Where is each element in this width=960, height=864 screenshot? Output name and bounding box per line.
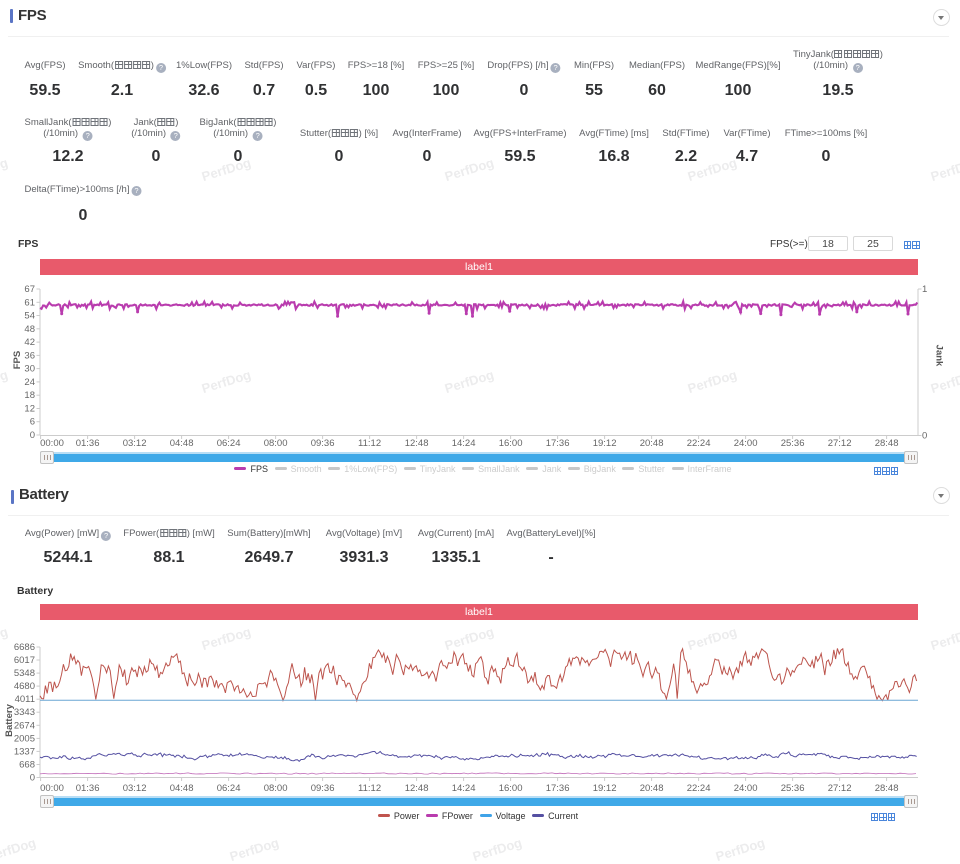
svg-text:FPS: FPS (12, 351, 23, 369)
svg-text:06:24: 06:24 (217, 438, 241, 449)
svg-text:28:48: 28:48 (875, 438, 899, 449)
svg-text:27:12: 27:12 (828, 438, 852, 449)
svg-text:00:00: 00:00 (40, 438, 64, 449)
svg-text:0: 0 (30, 430, 35, 441)
svg-text:4680: 4680 (14, 681, 35, 692)
svg-text:2005: 2005 (14, 733, 35, 744)
svg-text:1: 1 (922, 284, 927, 295)
svg-text:03:12: 03:12 (123, 783, 147, 794)
svg-text:09:36: 09:36 (311, 783, 335, 794)
svg-text:01:36: 01:36 (76, 783, 100, 794)
svg-text:6: 6 (30, 417, 35, 428)
svg-text:2674: 2674 (14, 720, 35, 731)
svg-text:24:00: 24:00 (734, 783, 758, 794)
svg-text:42: 42 (24, 337, 35, 348)
svg-text:14:24: 14:24 (452, 438, 476, 449)
svg-text:Jank: Jank (934, 345, 945, 367)
svg-text:06:24: 06:24 (217, 783, 241, 794)
svg-text:22:24: 22:24 (687, 438, 711, 449)
svg-text:12:48: 12:48 (405, 783, 429, 794)
svg-text:54: 54 (24, 311, 35, 322)
svg-text:24:00: 24:00 (734, 438, 758, 449)
svg-text:22:24: 22:24 (687, 783, 711, 794)
svg-text:19:12: 19:12 (593, 783, 617, 794)
svg-text:25:36: 25:36 (781, 438, 805, 449)
svg-text:14:24: 14:24 (452, 783, 476, 794)
svg-text:4011: 4011 (15, 694, 35, 705)
svg-text:18: 18 (24, 390, 35, 401)
svg-text:48: 48 (24, 324, 35, 335)
svg-text:20:48: 20:48 (640, 783, 664, 794)
svg-text:24: 24 (24, 377, 35, 388)
svg-text:0: 0 (30, 773, 35, 784)
svg-text:30: 30 (24, 364, 35, 375)
svg-text:0: 0 (922, 431, 927, 442)
svg-text:08:00: 08:00 (264, 438, 288, 449)
svg-text:01:36: 01:36 (76, 438, 100, 449)
svg-text:17:36: 17:36 (546, 783, 570, 794)
svg-text:61: 61 (24, 297, 35, 308)
svg-text:03:12: 03:12 (123, 438, 147, 449)
svg-text:04:48: 04:48 (170, 438, 194, 449)
svg-text:6017: 6017 (14, 655, 35, 666)
svg-text:00:00: 00:00 (40, 783, 64, 794)
svg-text:16:00: 16:00 (499, 438, 523, 449)
svg-text:04:48: 04:48 (170, 783, 194, 794)
svg-text:08:00: 08:00 (264, 783, 288, 794)
svg-text:17:36: 17:36 (546, 438, 570, 449)
svg-text:36: 36 (24, 350, 35, 361)
svg-text:668: 668 (19, 760, 35, 771)
svg-text:Battery: Battery (4, 703, 15, 736)
svg-text:27:12: 27:12 (828, 783, 852, 794)
svg-text:19:12: 19:12 (593, 438, 617, 449)
svg-text:12:48: 12:48 (405, 438, 429, 449)
svg-text:20:48: 20:48 (640, 438, 664, 449)
svg-text:09:36: 09:36 (311, 438, 335, 449)
svg-text:11:12: 11:12 (358, 438, 381, 449)
svg-text:12: 12 (24, 404, 35, 415)
svg-text:25:36: 25:36 (781, 783, 805, 794)
svg-text:5348: 5348 (14, 668, 35, 679)
svg-text:16:00: 16:00 (499, 783, 523, 794)
svg-text:67: 67 (24, 284, 35, 295)
svg-text:6686: 6686 (14, 642, 35, 653)
svg-text:1337: 1337 (14, 746, 35, 757)
svg-text:11:12: 11:12 (358, 783, 381, 794)
svg-text:3343: 3343 (14, 707, 35, 718)
svg-text:28:48: 28:48 (875, 783, 899, 794)
